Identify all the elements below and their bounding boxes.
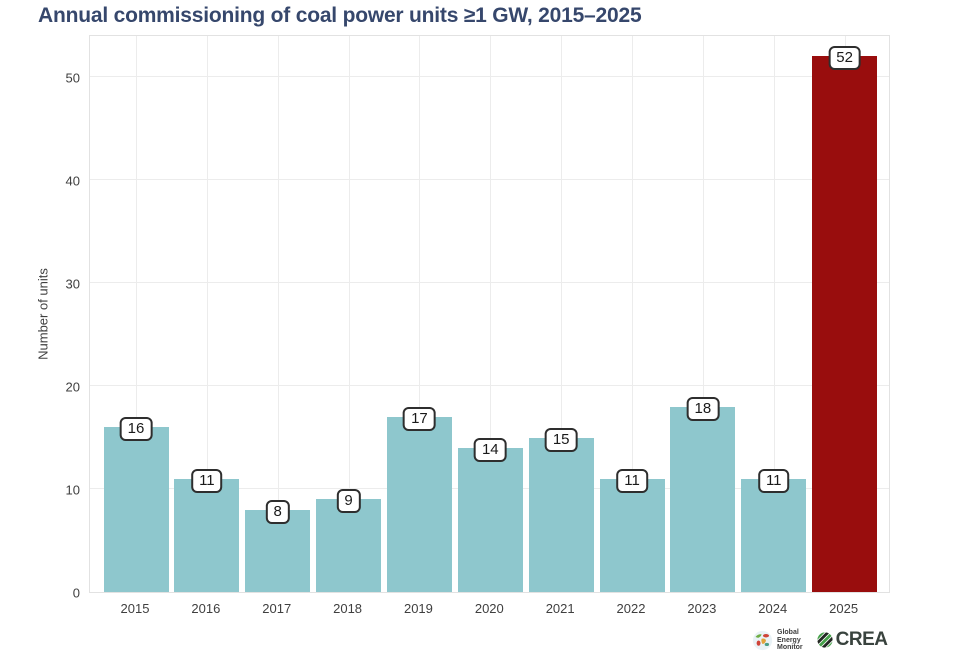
bar-value-label: 11: [191, 468, 223, 493]
bar-value-label: 9: [336, 489, 361, 514]
bar-value-label: 14: [473, 437, 507, 462]
x-gridline: [206, 36, 208, 592]
bar-value-label: 11: [757, 468, 790, 493]
x-gridline: [702, 36, 704, 592]
crea-logo-text: CREA: [835, 629, 888, 651]
y-tick-label: 30: [65, 276, 80, 292]
bar-2016: [174, 478, 240, 592]
x-gridline: [136, 36, 137, 592]
x-gridline: [277, 36, 279, 592]
x-tick-label-2017: 2017: [262, 601, 292, 616]
globe-icon: [752, 630, 773, 650]
y-gridline: [90, 179, 889, 180]
x-gridline: [490, 36, 492, 592]
bar-value-label: 15: [544, 427, 578, 452]
bar-2020: [457, 447, 523, 592]
bar-2024: [741, 478, 807, 592]
bar-value-label: 16: [119, 417, 153, 442]
chart-title: Annual commissioning of coal power units…: [38, 4, 642, 27]
bar-value-label: 52: [828, 46, 861, 71]
x-tick-label-2021: 2021: [545, 601, 575, 616]
x-tick-label-2025: 2025: [829, 601, 859, 616]
footer-logos: Global Energy Monitor CREA: [752, 629, 888, 652]
bar-value-label: 11: [616, 468, 648, 493]
bar-value-label: 18: [686, 396, 720, 421]
x-gridline: [348, 36, 350, 592]
y-tick-label: 0: [72, 585, 80, 601]
gem-text-line-3: Monitor: [777, 644, 803, 651]
x-tick-label-2016: 2016: [191, 601, 221, 616]
bar-2018: [316, 499, 382, 592]
y-gridline: [90, 282, 889, 283]
bar-2025: [812, 56, 878, 592]
bar-2019: [386, 416, 452, 592]
crea-stripe-icon: [816, 632, 833, 649]
x-tick-label-2020: 2020: [474, 601, 504, 616]
bar-2023: [670, 406, 736, 592]
y-tick-label: 10: [65, 482, 80, 498]
x-tick-label-2023: 2023: [687, 601, 717, 616]
x-gridline: [632, 36, 634, 592]
bar-2021: [528, 437, 594, 592]
bar-2015: [103, 427, 169, 592]
y-gridline: [90, 76, 889, 77]
x-gridline: [773, 36, 775, 592]
gem-logo-text: Global Energy Monitor: [777, 629, 803, 652]
x-gridline: [561, 36, 563, 592]
y-tick-label: 50: [65, 70, 80, 86]
bar-2022: [599, 478, 665, 592]
x-tick-label-2019: 2019: [403, 601, 433, 616]
x-gridline: [419, 36, 421, 592]
crea-logo: CREA: [816, 629, 888, 651]
gem-text-line-1: Global: [777, 629, 799, 636]
gem-logo: Global Energy Monitor: [752, 629, 803, 652]
plot-area: 16 11 8 9 17 14 15 11 18 11 52: [89, 35, 890, 593]
y-tick-label: 40: [65, 173, 80, 189]
bar-value-label: 8: [265, 499, 290, 524]
y-gridline: [90, 385, 889, 386]
x-tick-label-2018: 2018: [333, 601, 363, 616]
x-tick-label-2015: 2015: [120, 601, 150, 616]
x-tick-label-2024: 2024: [758, 601, 788, 616]
y-tick-label: 20: [65, 379, 80, 395]
bar-value-label: 17: [403, 406, 436, 431]
x-tick-label-2022: 2022: [616, 601, 646, 616]
gem-text-line-2: Energy: [777, 636, 801, 644]
